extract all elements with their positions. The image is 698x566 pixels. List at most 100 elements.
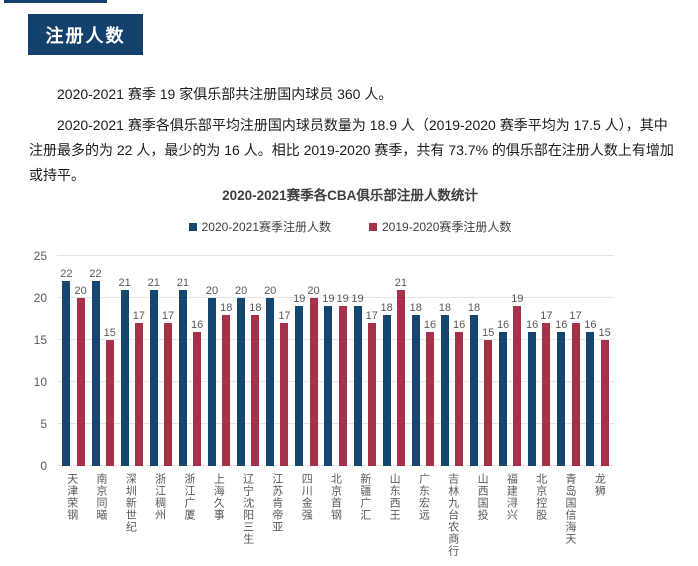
- chart-title: 2020-2021赛季各CBA俱乐部注册人数统计: [222, 188, 478, 203]
- x-axis-label-text: 浙江稠州: [153, 473, 166, 521]
- bar-value-label: 19: [511, 293, 524, 306]
- bar-column: 20: [206, 285, 218, 466]
- bar-column: 16: [453, 319, 465, 466]
- x-axis-label-text: 青岛国信海天: [564, 473, 577, 545]
- x-axis-label: 广东宏远: [409, 473, 438, 557]
- section-badge: 注册人数: [28, 14, 143, 55]
- x-axis-label: 天津荣钢: [57, 473, 86, 557]
- bar-value-label: 17: [540, 310, 553, 323]
- bar-column: 19: [322, 293, 335, 466]
- bar-value-label: 15: [103, 326, 116, 339]
- bar-column: 21: [119, 277, 131, 466]
- bar-column: 22: [89, 268, 102, 466]
- x-axis-label: 山东西王: [379, 473, 408, 557]
- bar: [91, 281, 100, 466]
- bar-column: 15: [104, 327, 116, 466]
- bar-column: 16: [191, 319, 203, 466]
- bar-value-label: 20: [74, 284, 87, 297]
- bar-column: 18: [468, 302, 480, 466]
- bar-value-label: 18: [249, 301, 262, 314]
- bar-groups: 22 20 22 15 21 17 21 17 21 16 20 18 20 18 20 17 19 20 19 19…: [57, 256, 614, 466]
- gridline: [57, 381, 614, 382]
- bar-value-label: 18: [438, 301, 451, 314]
- x-axis-label: 吉林九台农商行: [438, 473, 467, 557]
- legend-label: 2019-2020赛季注册人数: [382, 220, 512, 234]
- bar-column: 19: [511, 293, 523, 466]
- bar-value-label: 18: [220, 301, 233, 314]
- bar: [382, 314, 391, 466]
- bar-value-label: 18: [380, 301, 393, 314]
- y-tick-label: 0: [40, 459, 47, 473]
- x-axis-label-text: 南京同曦: [95, 473, 108, 521]
- x-axis-label: 上海久事: [204, 473, 233, 557]
- x-axis-label-text: 山西国投: [476, 473, 489, 521]
- bar: [280, 323, 289, 466]
- x-axis-label: 浙江稠州: [145, 473, 174, 557]
- bar: [469, 314, 478, 466]
- x-axis-label-text: 浙江广厦: [182, 473, 195, 521]
- x-axis-label: 深圳新世纪: [116, 473, 145, 557]
- bar-column: 19: [293, 293, 305, 466]
- legend-item: 2020-2021赛季注册人数: [188, 218, 331, 235]
- bar-group: 18 16: [408, 256, 437, 466]
- bar-column: 18: [410, 302, 422, 466]
- bar-column: 16: [497, 319, 509, 466]
- bar-value-label: 18: [467, 301, 481, 314]
- bar: [484, 340, 493, 466]
- bar-group: 18 16: [437, 256, 466, 466]
- x-axis-labels: 天津荣钢 南京同曦 深圳新世纪 浙江稠州 浙江广厦 上海久事 辽宁沈阳三生 江苏肯帝亚 四川金强…: [57, 473, 614, 557]
- paragraph-average-registered: 2020-2021 赛季各俱乐部平均注册国内球员数量为 18.9 人（2019-…: [29, 116, 674, 183]
- bar-value-label: 21: [118, 276, 131, 289]
- x-axis-label-text: 吉林九台农商行: [446, 473, 459, 557]
- bar-value-label: 17: [161, 310, 175, 323]
- bar: [411, 314, 420, 466]
- bar: [207, 298, 216, 466]
- gridline: [57, 423, 614, 424]
- bar-value-label: 17: [132, 310, 146, 323]
- bar-value-label: 16: [452, 318, 466, 331]
- bar: [600, 340, 609, 466]
- bar-group: 18 15: [467, 256, 496, 466]
- bar-group: 16 17: [525, 256, 554, 466]
- gridline: [57, 255, 614, 256]
- bar-column: 18: [439, 302, 451, 466]
- bar: [499, 331, 508, 466]
- x-axis-label-text: 北京控股: [534, 473, 547, 521]
- bar-column: 17: [278, 310, 291, 466]
- bar-value-label: 15: [598, 326, 611, 339]
- bar: [455, 331, 464, 466]
- bar-column: 17: [133, 310, 145, 466]
- bar: [353, 306, 362, 466]
- x-axis-label: 南京同曦: [86, 473, 115, 557]
- bar-column: 17: [569, 310, 582, 466]
- x-axis-label-text: 天津荣钢: [65, 473, 78, 521]
- bar: [266, 298, 275, 466]
- x-axis-label-text: 江苏肯帝亚: [270, 473, 283, 533]
- bar: [425, 331, 434, 466]
- bar-value-label: 20: [307, 284, 320, 297]
- bar-column: 19: [337, 293, 349, 466]
- bar-column: 16: [424, 319, 436, 466]
- bar-value-label: 16: [555, 318, 568, 331]
- registration-bar-chart: 2020-2021赛季各CBA俱乐部注册人数统计 2020-2021赛季注册人数…: [25, 184, 675, 557]
- x-axis-label-text: 山东西王: [388, 473, 401, 521]
- bar-group: 19 20: [292, 256, 321, 466]
- bar: [367, 323, 376, 466]
- section-badge-label: 注册人数: [45, 25, 126, 46]
- bar: [193, 331, 202, 466]
- bar: [528, 331, 537, 466]
- bar-group: 21 16: [175, 256, 204, 466]
- bar: [178, 289, 187, 466]
- bar-column: 15: [482, 327, 494, 466]
- x-axis-label: 山西国投: [467, 473, 496, 557]
- y-tick-label: 10: [33, 375, 47, 389]
- y-tick-label: 15: [33, 333, 47, 347]
- x-axis-label: 北京首钢: [321, 473, 350, 557]
- bar: [295, 306, 304, 466]
- x-axis-label-text: 四川金强: [300, 473, 313, 521]
- bar-value-label: 21: [176, 276, 189, 289]
- body-text: 2020-2021 赛季 19 家俱乐部共注册国内球员 360 人。 2020-…: [29, 82, 675, 194]
- bar-value-label: 16: [496, 318, 510, 331]
- bar-column: 22: [60, 268, 73, 466]
- bar-column: 21: [177, 277, 189, 466]
